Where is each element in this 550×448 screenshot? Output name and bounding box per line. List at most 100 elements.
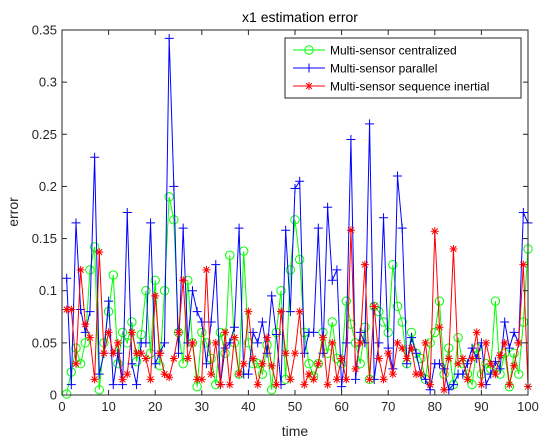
series-3-point (95, 248, 104, 257)
series-1-point (150, 275, 160, 285)
series-3-point (211, 338, 220, 347)
series-3-point (193, 375, 202, 384)
series-2-point (393, 171, 403, 181)
series-3-point (146, 375, 155, 384)
series-2-point (71, 218, 81, 228)
series-1-line (66, 196, 529, 395)
series-3-point (71, 359, 80, 368)
series-1-point (127, 317, 137, 327)
series-2-point (62, 273, 72, 283)
series-3-point (384, 349, 393, 358)
series-3-point (300, 380, 309, 389)
series-3-point (155, 349, 164, 358)
axes-layer: 0 10 20 30 40 50 60 70 80 90 100 0 0.05 0.1 0.15 0.2 0.2… (32, 23, 539, 415)
legend-label: Multi-sensor sequence inertial (330, 80, 489, 94)
series-3-point (202, 265, 211, 274)
series-3-point (104, 328, 113, 337)
series-3-point (230, 333, 239, 342)
series-2-point (104, 296, 114, 306)
series-3-point (505, 380, 514, 389)
series-2-point (351, 374, 361, 384)
series-1-point (197, 327, 207, 338)
series-2-point (150, 359, 160, 369)
series-2-point (309, 327, 319, 337)
series-2-point (341, 338, 351, 348)
series-1-point (476, 369, 487, 379)
series-3-point (221, 328, 230, 337)
series-2-point (146, 218, 156, 228)
y-axis-label: error (5, 197, 21, 227)
series-3-point (407, 344, 416, 353)
y-tick-label: 0.1 (39, 283, 57, 298)
series-3-point (151, 291, 160, 300)
series-1-point (169, 215, 179, 225)
series-3-point (356, 338, 365, 347)
series-2-point (337, 382, 347, 392)
series-3-point (374, 354, 383, 363)
series-2-point (267, 291, 277, 301)
series-1-point (80, 338, 91, 348)
series-3-point (127, 328, 136, 337)
series-1-point (243, 338, 254, 348)
series-1-point (467, 379, 477, 390)
series-2-point (178, 223, 188, 233)
series-2 (62, 33, 533, 395)
series-1-point (108, 270, 118, 280)
series-3-point (62, 305, 71, 314)
legend-label: Multi-sensor centralized (330, 44, 457, 58)
series-3-point (477, 380, 486, 389)
series-3-point (346, 226, 355, 235)
series-3-point (398, 344, 407, 353)
series-1-point (392, 301, 403, 312)
series-3-point (263, 333, 272, 342)
series-3-point (323, 380, 332, 389)
series-3-point (141, 354, 150, 363)
series-2-point (220, 343, 230, 353)
series-3-point (76, 265, 85, 274)
series-3-point (458, 354, 467, 363)
y-tick-label: 0.05 (32, 335, 57, 350)
series-3-point (123, 370, 132, 379)
series-1-point (434, 296, 445, 306)
series-2-point (108, 380, 118, 390)
series-2-point (500, 317, 510, 327)
series-3-point (514, 338, 523, 347)
chart-title: x1 estimation error (242, 9, 358, 25)
y-tick-label: 0.35 (32, 23, 57, 38)
series-1-point (290, 215, 300, 225)
series-1-point (513, 369, 524, 379)
series-3-point (342, 375, 351, 384)
series-1-point (141, 286, 151, 296)
series-3-point (169, 354, 178, 363)
series-3-point (472, 328, 481, 337)
series-3-point (90, 375, 99, 384)
series-2-point (411, 348, 421, 358)
series-2-point (192, 307, 202, 317)
series-2-point (420, 374, 430, 384)
series-2-point (160, 338, 170, 348)
y-tick-label: 0.15 (32, 231, 57, 246)
x-tick-label: 40 (241, 399, 255, 414)
series-2-point (323, 202, 333, 212)
series-2-point (290, 184, 300, 194)
series-1-point (416, 353, 426, 364)
series-3-point (444, 354, 453, 363)
x-tick-label: 100 (517, 399, 539, 414)
series-2-point (141, 338, 151, 348)
series-2-point (90, 152, 100, 162)
series-3-point (309, 375, 318, 384)
series-1-point (225, 250, 235, 260)
x-tick-label: 60 (334, 399, 348, 414)
series-3-point (281, 349, 290, 358)
series-2-point (187, 286, 197, 296)
series-2-point (243, 369, 253, 379)
series-3-point (253, 380, 262, 389)
series-3-point (440, 385, 449, 394)
series-3-point (85, 333, 94, 342)
legend-item: Multi-sensor sequence inertial (293, 80, 489, 94)
series-2-point (518, 208, 528, 217)
series-3-point (454, 359, 463, 368)
series-3-point (137, 349, 146, 358)
series-3-point (337, 354, 346, 363)
series-3-point (197, 375, 206, 384)
